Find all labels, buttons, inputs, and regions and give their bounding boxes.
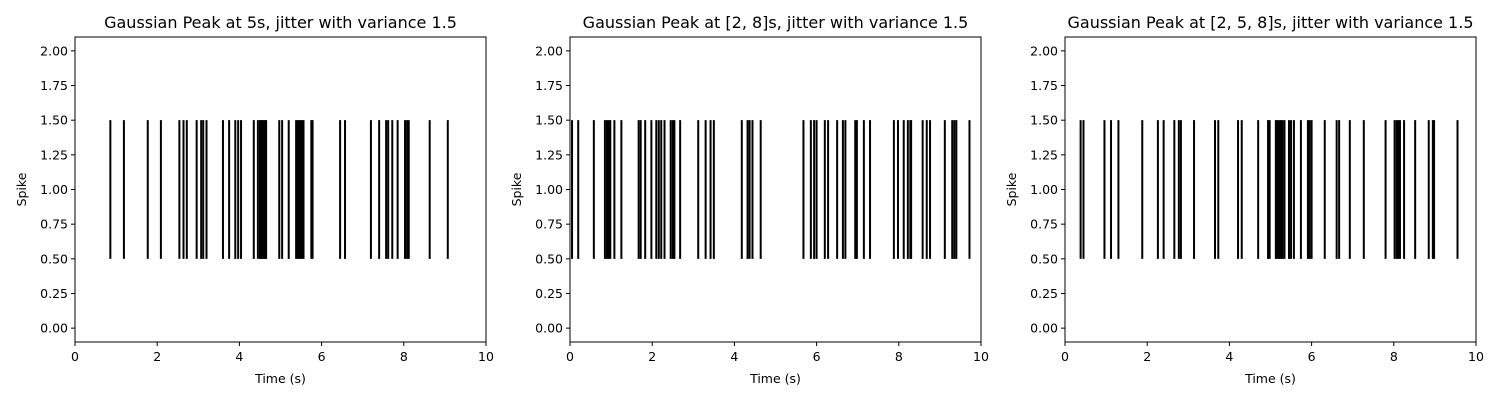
x-tick-label: 8 <box>400 349 408 364</box>
x-tick-label: 10 <box>478 349 494 364</box>
y-tick-label: 1.50 <box>40 113 68 128</box>
x-tick-label: 2 <box>153 349 161 364</box>
x-tick-label: 2 <box>648 349 656 364</box>
x-tick-label: 6 <box>813 349 821 364</box>
plot-frame <box>569 36 982 343</box>
y-tick-label: 1.75 <box>40 78 68 93</box>
y-tick-label: 0.00 <box>40 321 68 336</box>
y-tick-label: 1.75 <box>1030 78 1058 93</box>
y-tick-label: 2.00 <box>40 43 68 58</box>
y-tick-label: 0.00 <box>1030 321 1058 336</box>
y-tick-label: 2.00 <box>1030 43 1058 58</box>
spike-raster-panel-peaks-2-8s: Gaussian Peak at [2, 8]s, jitter with va… <box>509 13 989 386</box>
x-tick-label: 4 <box>235 349 243 364</box>
y-axis-label: Spike <box>509 172 524 206</box>
chart-title: Gaussian Peak at 5s, jitter with varianc… <box>104 13 457 32</box>
y-tick-label: 0.75 <box>535 217 563 232</box>
axis-ticks: 0 2 4 6 8 10 0.00 0.25 0.50 0.75 1.00 1.25 1.50 1.75 2… <box>1030 43 1484 364</box>
x-tick-label: 4 <box>1225 349 1233 364</box>
x-tick-label: 8 <box>895 349 903 364</box>
y-axis-label: Spike <box>14 172 29 206</box>
y-tick-label: 0.00 <box>535 321 563 336</box>
y-tick-label: 0.50 <box>40 251 68 266</box>
y-tick-label: 0.25 <box>535 286 563 301</box>
spike-events <box>571 120 971 259</box>
x-tick-label: 8 <box>1390 349 1398 364</box>
spike-events <box>109 120 449 259</box>
x-tick-label: 4 <box>730 349 738 364</box>
x-axis-label: Time (s) <box>1244 371 1296 386</box>
plot-frame <box>1064 36 1477 343</box>
y-tick-label: 1.25 <box>40 147 68 162</box>
y-tick-label: 0.25 <box>1030 286 1058 301</box>
x-tick-label: 0 <box>566 349 574 364</box>
y-tick-label: 0.25 <box>40 286 68 301</box>
plot-frame <box>74 36 487 343</box>
y-axis-label: Spike <box>1004 172 1019 206</box>
x-tick-label: 0 <box>1061 349 1069 364</box>
y-tick-label: 1.50 <box>535 113 563 128</box>
chart-title: Gaussian Peak at [2, 8]s, jitter with va… <box>583 13 969 32</box>
y-tick-label: 1.50 <box>1030 113 1058 128</box>
axis-ticks: 0 2 4 6 8 10 0.00 0.25 0.50 0.75 1.00 1.25 1.50 1.75 2… <box>535 43 989 364</box>
y-tick-label: 2.00 <box>535 43 563 58</box>
x-tick-label: 6 <box>318 349 326 364</box>
x-axis-label: Time (s) <box>254 371 306 386</box>
x-axis-label: Time (s) <box>749 371 801 386</box>
spike-raster-panel-peaks-2-5-8s: Gaussian Peak at [2, 5, 8]s, jitter with… <box>1004 13 1484 386</box>
y-tick-label: 0.75 <box>1030 217 1058 232</box>
x-tick-label: 2 <box>1143 349 1151 364</box>
y-tick-label: 0.75 <box>40 217 68 232</box>
spike-raster-panel-peak-5s: Gaussian Peak at 5s, jitter with varianc… <box>14 13 494 386</box>
x-tick-label: 6 <box>1308 349 1316 364</box>
y-tick-label: 1.75 <box>535 78 563 93</box>
y-tick-label: 1.00 <box>40 182 68 197</box>
chart-title: Gaussian Peak at [2, 5, 8]s, jitter with… <box>1068 13 1474 32</box>
axis-ticks: 0 2 4 6 8 10 0.00 0.25 0.50 0.75 1.00 1.25 1.50 1.75 2… <box>40 43 494 364</box>
spike-events <box>1079 120 1459 259</box>
y-tick-label: 1.25 <box>535 147 563 162</box>
x-tick-label: 0 <box>71 349 79 364</box>
y-tick-label: 1.25 <box>1030 147 1058 162</box>
x-tick-label: 10 <box>973 349 989 364</box>
y-tick-label: 0.50 <box>535 251 563 266</box>
x-tick-label: 10 <box>1468 349 1484 364</box>
y-tick-label: 0.50 <box>1030 251 1058 266</box>
y-tick-label: 1.00 <box>1030 182 1058 197</box>
y-tick-label: 1.00 <box>535 182 563 197</box>
